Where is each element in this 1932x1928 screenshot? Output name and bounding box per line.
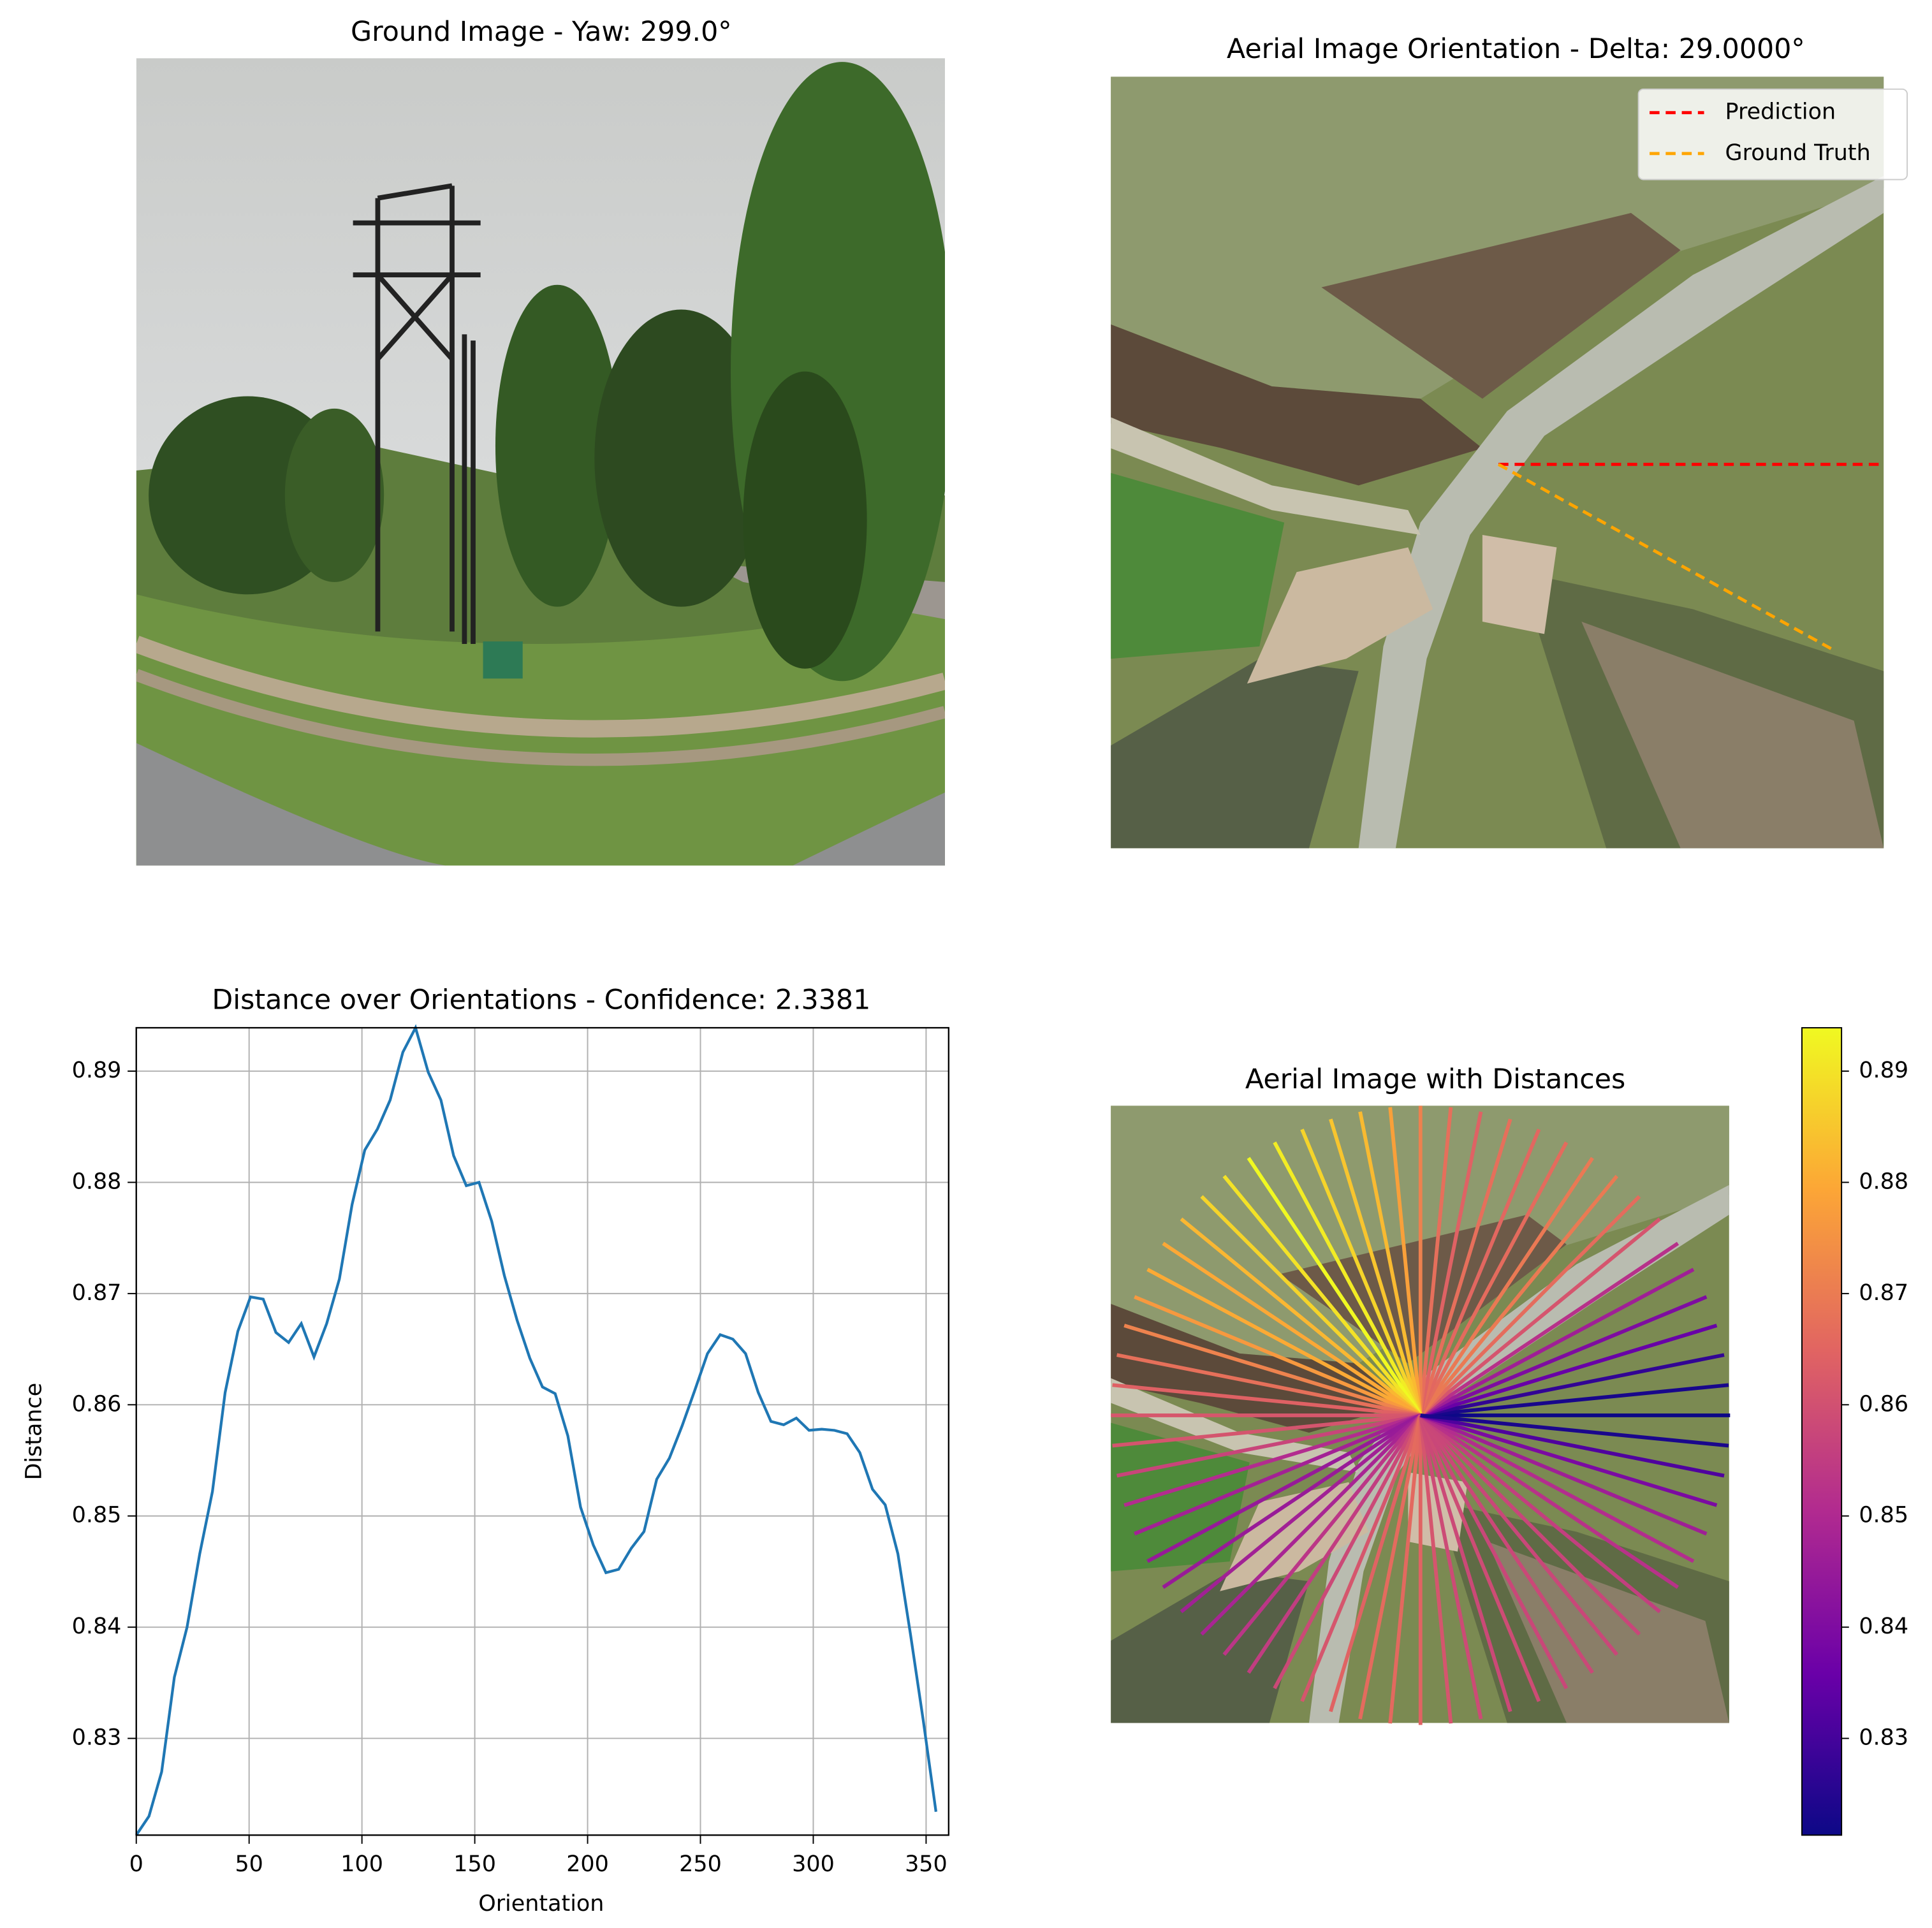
distance-ray: [1419, 1324, 1718, 1417]
y-tick-label: 0.84: [72, 1614, 122, 1639]
legend-label: Prediction: [1725, 99, 1836, 125]
distance-ray: [1419, 1413, 1708, 1536]
distance-ray: [1146, 1413, 1422, 1563]
y-tick-label: 0.87: [72, 1280, 122, 1306]
distance-ray: [1116, 1353, 1421, 1417]
distance-ray: [1419, 1141, 1569, 1417]
distance-ray: [1419, 1414, 1541, 1702]
distance-ray: [1134, 1295, 1421, 1417]
distance-ray: [1116, 1413, 1421, 1478]
colorbar: [1801, 1027, 1843, 1836]
distance-ray: [1419, 1174, 1619, 1417]
x-tick-label: 50: [235, 1851, 263, 1877]
colorbar-tick-label: 0.84: [1859, 1614, 1908, 1639]
distance-ray: [1146, 1267, 1422, 1417]
panel-title: Ground Image - Yaw: 299.0°: [351, 16, 732, 48]
distance-ray: [1273, 1141, 1423, 1417]
y-tick-label: 0.88: [72, 1169, 122, 1194]
distance-ray: [1329, 1415, 1423, 1713]
distance-ray: [1134, 1413, 1421, 1536]
distance-ray: [1273, 1414, 1423, 1690]
y-tick-label: 0.83: [72, 1725, 122, 1751]
distance-ray: [1419, 1413, 1641, 1636]
distance-ray: [1329, 1118, 1423, 1416]
distance-ray: [1420, 1353, 1725, 1417]
y-tick-label: 0.89: [72, 1058, 122, 1083]
y-tick-label: 0.85: [72, 1503, 122, 1528]
colorbar-tick-label: 0.85: [1859, 1503, 1908, 1528]
legend-box: [1637, 88, 1908, 180]
distance-ray: [1418, 1415, 1512, 1713]
x-tick-label: 150: [453, 1851, 496, 1877]
distance-ray: [1419, 1267, 1695, 1417]
distance-ray: [1112, 1383, 1421, 1417]
data-line: [135, 1024, 938, 1836]
distance-ray: [1419, 1241, 1680, 1417]
distance-ray: [1200, 1413, 1422, 1636]
distance-ray: [1300, 1128, 1423, 1417]
legend: Prediction Ground Truth: [1637, 88, 1908, 180]
distance-ray: [1180, 1413, 1422, 1614]
distance-ray: [1419, 1413, 1661, 1614]
distance-ray: [1419, 1128, 1541, 1417]
x-tick-label: 0: [129, 1851, 143, 1877]
distance-ray: [1358, 1111, 1423, 1416]
distance-ray: [1123, 1324, 1421, 1417]
x-tick-label: 100: [340, 1851, 383, 1877]
x-tick-label: 350: [905, 1851, 948, 1877]
distance-ray: [1419, 1195, 1641, 1417]
distance-ray: [1200, 1195, 1422, 1417]
distance-ray: [1180, 1217, 1422, 1417]
x-tick-label: 300: [792, 1851, 835, 1877]
distance-ray: [1419, 1157, 1594, 1417]
distance-ray: [1418, 1111, 1483, 1416]
x-axis-label: Orientation: [478, 1891, 604, 1917]
axes-frame: [135, 1026, 949, 1836]
ground-image: [136, 58, 945, 866]
distance-ray: [1112, 1413, 1421, 1448]
distance-ray: [1418, 1415, 1483, 1720]
distance-ray: [1388, 1415, 1423, 1724]
distance-ray: [1419, 1413, 1680, 1589]
aerial-image: [1111, 77, 1884, 849]
distance-ray: [1123, 1413, 1421, 1507]
distance-ray: [1247, 1414, 1423, 1674]
colorbar-tick-label: 0.88: [1859, 1169, 1908, 1194]
x-tick-label: 250: [679, 1851, 722, 1877]
panel-title: Aerial Image Orientation - Delta: 29.000…: [1227, 33, 1805, 65]
colorbar-tick-label: 0.86: [1859, 1391, 1908, 1417]
panel-title: Aerial Image with Distances: [1245, 1063, 1625, 1095]
distance-ray: [1418, 1107, 1453, 1416]
distance-ray: [1419, 1217, 1661, 1417]
distance-ray: [1418, 1118, 1512, 1416]
distance-ray: [1419, 1295, 1708, 1417]
distance-ray: [1420, 1413, 1729, 1448]
colorbar-tick-label: 0.83: [1859, 1725, 1908, 1751]
distance-ray: [1162, 1413, 1422, 1589]
distance-ray: [1419, 1414, 1569, 1690]
distance-ray: [1420, 1383, 1729, 1417]
legend-label: Ground Truth: [1725, 140, 1871, 166]
y-axis-label: Distance: [21, 1383, 47, 1480]
distance-ray: [1300, 1414, 1423, 1702]
distance-ray: [1388, 1107, 1423, 1416]
distance-ray: [1247, 1157, 1423, 1417]
distance-ray: [1162, 1241, 1422, 1417]
colorbar-tick-label: 0.89: [1859, 1058, 1908, 1083]
distance-ray: [1419, 1413, 1718, 1507]
distance-ray: [1419, 1413, 1695, 1563]
colorbar-tick-label: 0.87: [1859, 1280, 1908, 1306]
distance-ray: [1419, 1414, 1619, 1656]
distance-ray: [1222, 1174, 1423, 1417]
distance-ray: [1419, 1414, 1594, 1674]
panel-title: Distance over Orientations - Confidence:…: [212, 984, 870, 1016]
distance-ray: [1358, 1415, 1423, 1720]
y-tick-label: 0.86: [72, 1391, 122, 1417]
x-tick-label: 200: [566, 1851, 609, 1877]
distance-ray: [1222, 1414, 1423, 1656]
distance-ray: [1420, 1413, 1725, 1478]
distance-ray: [1418, 1415, 1453, 1724]
